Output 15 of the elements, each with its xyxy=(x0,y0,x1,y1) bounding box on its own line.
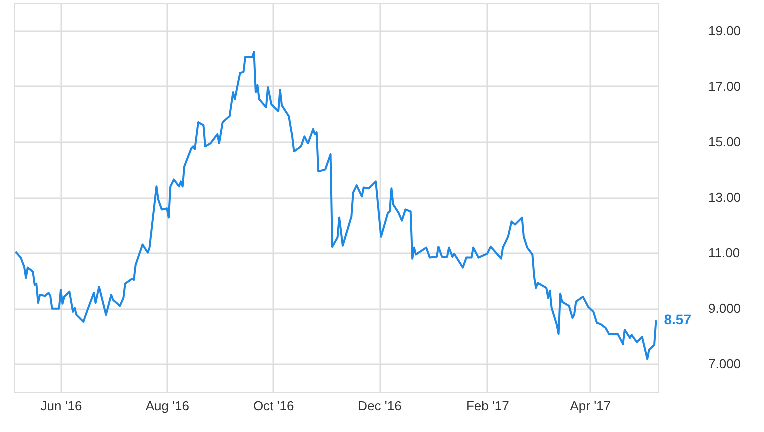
x-tick-label: Aug '16 xyxy=(146,398,190,414)
y-tick-label: 15.00 xyxy=(708,134,742,150)
x-tick-label: Jun '16 xyxy=(40,398,82,414)
y-tick-label: 19.00 xyxy=(708,23,742,38)
x-tick-label: Dec '16 xyxy=(358,398,402,414)
line-series xyxy=(14,51,658,360)
x-tick-label: Oct '16 xyxy=(253,398,294,414)
annotation: 8.57 xyxy=(664,312,692,328)
y-tick-label: 17.00 xyxy=(708,78,742,94)
y-tick-label: 13.00 xyxy=(708,190,742,205)
y-tick-label: 9.000 xyxy=(708,301,742,316)
y-tick-label: 7.000 xyxy=(708,356,742,372)
y-tick-label: 11.00 xyxy=(708,246,740,261)
x-tick-label: Feb '17 xyxy=(466,398,510,414)
x-tick-label: Apr '17 xyxy=(570,398,612,414)
